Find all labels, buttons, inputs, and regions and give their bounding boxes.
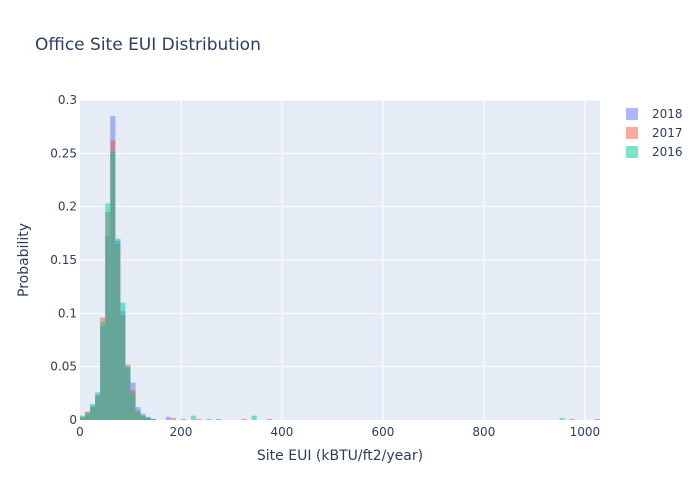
chart-title: Office Site EUI Distribution (35, 35, 261, 55)
bar-2018 (216, 418, 222, 420)
y-tick-label: 0.05 (50, 360, 77, 374)
bar-2016 (100, 321, 106, 420)
bar-2016 (559, 417, 565, 420)
y-axis-ticks: 0 0.05 0.1 0.15 0.2 0.25 0.3 (50, 93, 77, 427)
bar-2018 (594, 418, 600, 420)
bar-2017 (266, 418, 272, 420)
bar-2016 (145, 417, 151, 420)
legend-label-2017: 2017 (652, 126, 683, 140)
y-tick-label: 0.1 (58, 306, 77, 320)
bar-2018 (165, 416, 171, 420)
bar-2016 (150, 418, 156, 420)
bar-2016 (105, 203, 111, 420)
x-tick-label: 400 (270, 425, 293, 439)
y-tick-label: 0.3 (58, 93, 77, 107)
bar-2016 (251, 415, 257, 420)
y-tick-label: 0 (69, 413, 77, 427)
gridlines (80, 99, 600, 420)
histogram-bars (80, 116, 600, 421)
bar-2016 (206, 418, 212, 420)
legend-label-2018: 2018 (652, 107, 683, 121)
x-tick-label: 200 (170, 425, 193, 439)
bar-2018 (180, 418, 187, 420)
bar-2017 (196, 418, 202, 420)
x-axis-ticks: 0 200 400 600 800 1000 (76, 425, 600, 439)
bar-2016 (130, 393, 136, 420)
x-tick-label: 1000 (570, 425, 601, 439)
bar-2016 (115, 238, 121, 420)
legend-label-2016: 2016 (652, 145, 683, 159)
legend-swatch-2018 (626, 108, 638, 120)
bar-2016 (191, 415, 197, 420)
y-axis-title: Probability (16, 223, 32, 297)
bar-2016 (110, 151, 116, 420)
y-tick-label: 0.2 (58, 200, 77, 214)
bar-2016 (90, 404, 96, 420)
bar-2016 (140, 415, 146, 420)
bar-2016 (125, 366, 131, 420)
legend-swatch-2017 (626, 127, 638, 139)
bar-2016 (120, 302, 126, 420)
x-tick-label: 800 (472, 425, 495, 439)
x-tick-label: 0 (76, 425, 84, 439)
x-axis-title: Site EUI (kBTU/ft2/year) (257, 448, 423, 464)
bar-2017 (241, 418, 247, 420)
bar-2016 (135, 410, 141, 420)
legend-swatch-2016 (626, 146, 638, 158)
y-tick-label: 0.25 (50, 146, 77, 160)
legend: 2018 2017 2016 (626, 107, 683, 159)
x-tick-label: 600 (371, 425, 394, 439)
bar-2016 (80, 415, 86, 420)
bar-2017 (170, 417, 176, 420)
bar-2016 (85, 412, 91, 420)
bar-2017 (569, 418, 575, 420)
bar-2016 (95, 392, 101, 420)
y-tick-label: 0.15 (50, 253, 77, 267)
